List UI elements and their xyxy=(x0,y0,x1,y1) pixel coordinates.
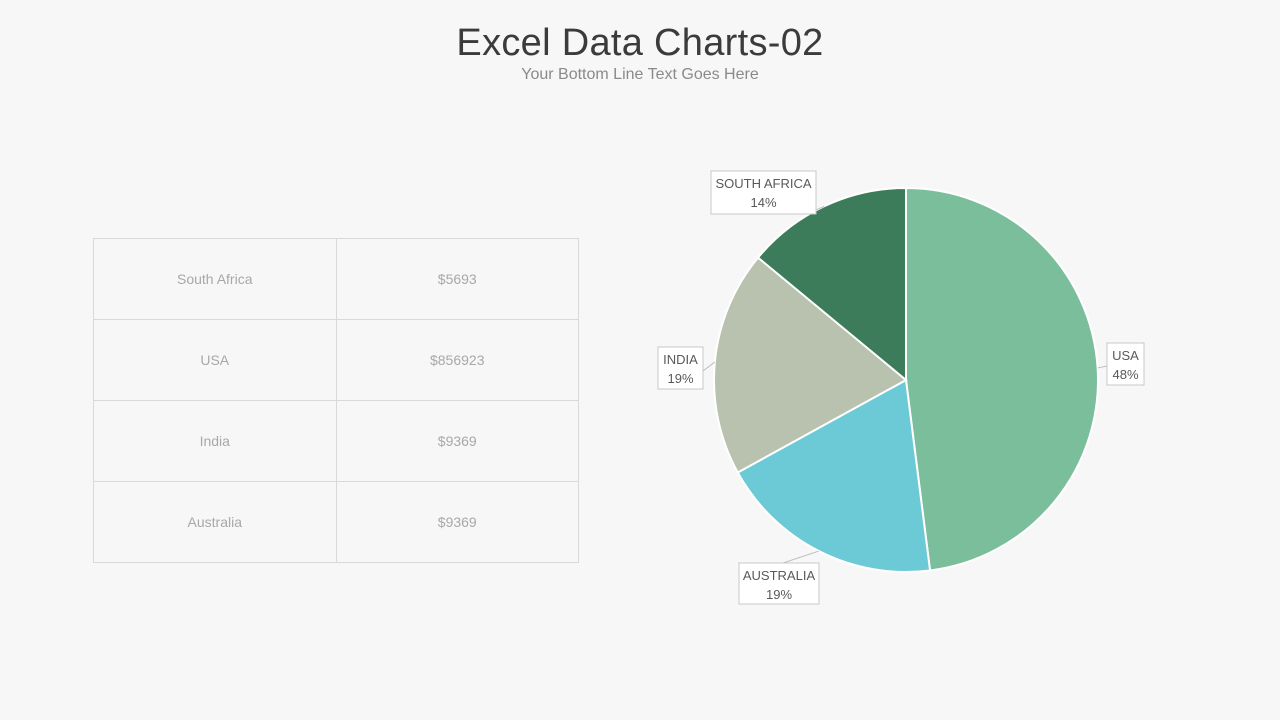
pie-slice-usa xyxy=(905,186,1099,572)
data-label-percent-south-africa: 14% xyxy=(750,195,776,210)
leader-line-india xyxy=(702,361,716,372)
data-label-box-south-africa xyxy=(710,170,817,215)
page-title: Excel Data Charts-02 xyxy=(456,22,824,64)
data-label-percent-usa: 48% xyxy=(1112,367,1138,382)
leader-line-australia xyxy=(782,550,819,564)
data-label-box-usa xyxy=(1106,342,1145,386)
table-row: India $9369 xyxy=(93,400,579,482)
table-cell-value: $9369 xyxy=(335,481,579,563)
table-row: South Africa $5693 xyxy=(93,238,579,320)
table-row: USA $856923 xyxy=(93,319,579,401)
data-label-name-australia: AUSTRALIA xyxy=(743,568,816,583)
table-cell-country: India xyxy=(93,400,337,482)
leader-line-south-africa xyxy=(815,205,825,211)
data-label-name-usa: USA xyxy=(1112,348,1139,363)
table-cell-value: $856923 xyxy=(335,319,579,401)
table-row: Australia $9369 xyxy=(93,481,579,563)
data-label-percent-australia: 19% xyxy=(766,587,792,602)
data-label-name-south-africa: SOUTH AFRICA xyxy=(715,176,811,191)
data-label-box-australia xyxy=(738,562,820,605)
data-label-percent-india: 19% xyxy=(667,371,693,386)
table-cell-value: $9369 xyxy=(335,400,579,482)
data-table: South Africa $5693 USA $856923 India $93… xyxy=(93,238,579,563)
data-label-box-india xyxy=(657,346,704,390)
page-subtitle: Your Bottom Line Text Goes Here xyxy=(521,66,759,83)
table-cell-value: $5693 xyxy=(335,238,579,320)
leader-line-usa xyxy=(1097,365,1108,369)
pie-slice-south-africa xyxy=(756,186,907,383)
data-label-name-india: INDIA xyxy=(663,352,698,367)
table-cell-country: Australia xyxy=(93,481,337,563)
